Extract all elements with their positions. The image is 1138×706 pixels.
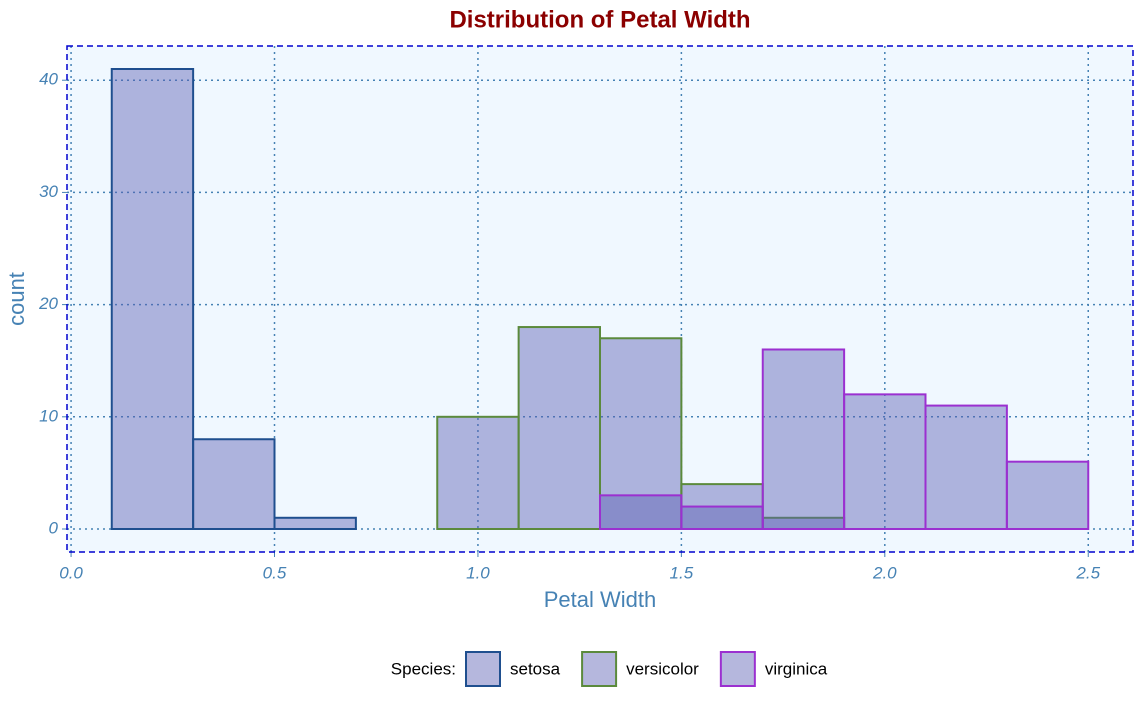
histogram-bar: [517, 326, 602, 530]
x-axis-label: Petal Width: [544, 587, 657, 612]
x-tick-label: 0.0: [59, 563, 83, 582]
histogram-bar: [599, 494, 683, 530]
histogram-bar: [192, 438, 276, 530]
y-tick-label: 10: [39, 406, 58, 425]
legend-label: virginica: [765, 659, 828, 678]
x-tick-label: 2.0: [872, 563, 897, 582]
y-tick-label: 20: [38, 294, 58, 313]
histogram-bar: [599, 337, 683, 530]
x-tick-label: 1.5: [670, 563, 694, 582]
legend-label: versicolor: [626, 659, 699, 678]
x-tick-label: 2.5: [1075, 563, 1100, 582]
histogram-bar: [1005, 460, 1090, 530]
legend-key: [581, 651, 618, 687]
legend-key: [719, 651, 756, 687]
legend-title: Species:: [391, 659, 456, 678]
histogram-bar: [843, 393, 927, 530]
y-tick-label: 40: [39, 70, 58, 89]
x-tick-label: 0.5: [263, 563, 287, 582]
histogram-bar: [273, 516, 357, 531]
histogram-bar: [761, 348, 846, 530]
x-tick-label: 1.0: [466, 563, 490, 582]
chart-title: Distribution of Petal Width: [449, 6, 750, 33]
panel-border: [66, 45, 1134, 553]
legend-label: setosa: [510, 659, 561, 678]
y-tick-label: 0: [49, 518, 59, 537]
legend-key: [465, 651, 501, 687]
y-axis-label: count: [4, 272, 29, 326]
histogram-bar: [924, 404, 1008, 530]
histogram-bar: [110, 68, 195, 530]
histogram-bar: [436, 415, 520, 530]
y-tick-label: 30: [39, 182, 58, 201]
histogram-bar: [680, 505, 764, 530]
